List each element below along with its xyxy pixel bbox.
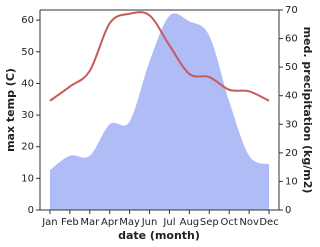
y-axis-label: max temp (C): [4, 68, 17, 152]
x-tick-label: Oct: [221, 217, 238, 228]
y-tick-label: 40: [21, 78, 34, 89]
x-tick-label: Dec: [259, 217, 278, 228]
y2-tick-label: 30: [285, 119, 298, 130]
x-tick-label: Sep: [200, 217, 219, 228]
y-tick-label: 10: [21, 173, 34, 184]
y2-tick-label: 70: [285, 5, 298, 16]
y2-tick-label: 40: [285, 91, 298, 102]
x-tick-label: Mar: [80, 217, 100, 228]
y2-tick-label: 10: [285, 176, 298, 187]
y-tick-label: 20: [21, 142, 34, 153]
y2-tick-label: 20: [285, 148, 298, 159]
precip-area: [49, 13, 270, 211]
temp-line: [49, 11, 270, 102]
y2-tick-label: 60: [285, 34, 298, 45]
x-tick-label: Nov: [239, 217, 259, 228]
y2-axis-label: med. precipitation (kg/m2): [301, 27, 314, 194]
y2-tick-label: 0: [285, 205, 291, 216]
x-tick-label: Feb: [61, 217, 79, 228]
y-tick-label: 30: [21, 110, 34, 121]
y-tick-label: 50: [21, 47, 34, 58]
y-tick-label: 0: [28, 205, 34, 216]
x-tick-label: Jul: [162, 217, 175, 228]
x-axis-label: date (month): [118, 229, 200, 242]
x-tick-label: May: [119, 217, 140, 228]
y-tick-label: 60: [21, 15, 34, 26]
x-tick-label: Jun: [141, 217, 158, 228]
x-tick-label: Aug: [180, 217, 200, 228]
x-tick-label: Apr: [101, 217, 119, 228]
y2-tick-label: 50: [285, 62, 298, 73]
x-tick-label: Jan: [41, 217, 57, 228]
